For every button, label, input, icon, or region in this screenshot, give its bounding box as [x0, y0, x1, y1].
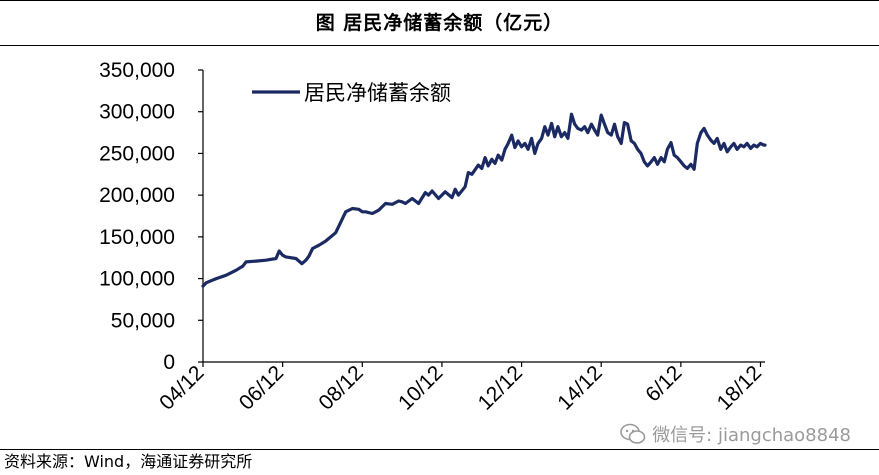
- x-tick-label: 10/12: [394, 361, 447, 414]
- x-tick-label: 6/12: [641, 361, 686, 406]
- x-tick-label: 18/12: [713, 361, 766, 414]
- y-tick-label: 350,000: [99, 59, 175, 82]
- page-title: 图 居民净储蓄余额（亿元）: [315, 12, 564, 34]
- series-layer: [201, 112, 767, 288]
- wechat-icon: [620, 423, 646, 444]
- x-tick-label: 06/12: [235, 361, 288, 414]
- y-tick-label: 300,000: [99, 101, 175, 124]
- x-tick-label: 08/12: [314, 361, 367, 414]
- source-note: 资料来源：Wind，海通证券研究所: [4, 452, 253, 471]
- title-band: [0, 0, 879, 46]
- y-tick-label: 250,000: [99, 142, 175, 165]
- source-divider: [0, 449, 879, 475]
- y-tick-label: 50,000: [111, 309, 175, 332]
- watermark: 微信号: jiangchao8848: [620, 421, 851, 447]
- y-tick-label: 100,000: [99, 268, 175, 291]
- x-axis: 04/12 06/12 08/12 10/12 12/12 14/12 6/12 18/12: [155, 361, 766, 414]
- y-tick-label: 200,000: [99, 184, 175, 207]
- y-tick-label: 150,000: [99, 226, 175, 249]
- chart-area: 350,000 300,000 250,000 200,000 150,000 100,0…: [99, 59, 767, 415]
- x-tick-label: 12/12: [474, 361, 527, 414]
- watermark-text: 微信号: jiangchao8848: [652, 425, 851, 446]
- x-tick-label: 14/12: [553, 361, 606, 414]
- y-axis: 350,000 300,000 250,000 200,000 150,000 100,0…: [99, 59, 204, 374]
- legend-label: 居民净储蓄余额: [304, 81, 451, 105]
- legend: 居民净储蓄余额: [252, 81, 451, 105]
- y-tick-label: 0: [163, 351, 175, 374]
- series-line: [201, 112, 767, 288]
